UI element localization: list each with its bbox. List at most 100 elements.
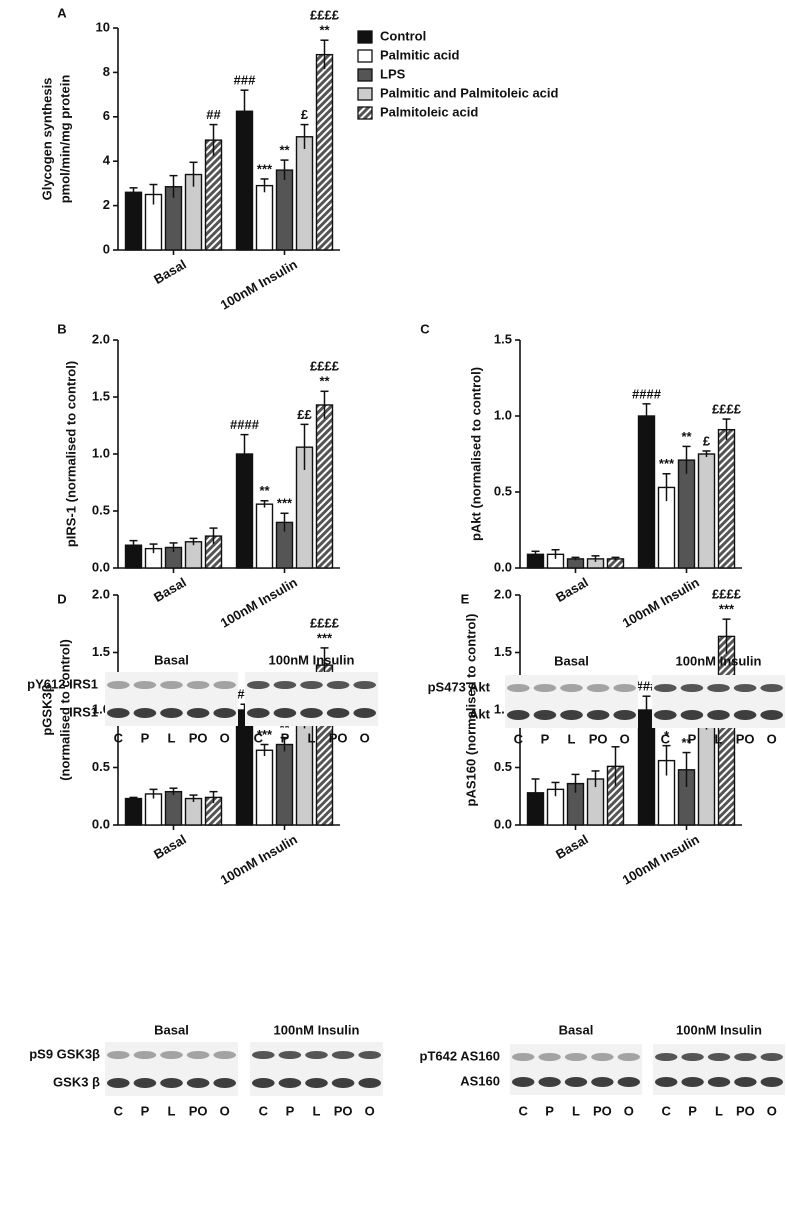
- blot-band: [186, 1051, 210, 1059]
- blot-row-label: pS9 GSK3β: [29, 1046, 100, 1061]
- panel-label: D: [57, 591, 66, 606]
- bar: [184, 797, 203, 826]
- blot-lane-label: PO: [189, 1103, 208, 1118]
- blot-lane-label: P: [545, 1103, 554, 1118]
- blot-lane-label: P: [688, 731, 697, 746]
- blot-band: [654, 684, 677, 692]
- error-bar: [209, 123, 218, 156]
- blot-band: [560, 710, 583, 720]
- error-bar: [722, 618, 731, 654]
- bar: [295, 136, 314, 251]
- blot-band: [512, 1077, 535, 1087]
- blot-lane-label: P: [141, 730, 150, 745]
- blot-lane-label: L: [313, 1103, 321, 1118]
- significance-label: *: [664, 728, 670, 743]
- legend-swatch: [357, 106, 373, 120]
- significance-label: ***: [257, 727, 273, 742]
- x-tick-label: Basal: [553, 832, 591, 862]
- bar: [255, 503, 274, 569]
- blot-lane-label: O: [220, 730, 230, 745]
- error-bar: [591, 555, 600, 562]
- blot-image: [510, 1044, 642, 1095]
- bar: [124, 797, 143, 826]
- blot-band: [613, 710, 636, 720]
- blot-lane-label: PO: [329, 730, 348, 745]
- blot-band: [186, 708, 210, 718]
- bar: [275, 743, 294, 826]
- y-axis-label: Glycogen synthesis: [39, 78, 54, 201]
- blot-band: [760, 1077, 783, 1087]
- blot-band: [680, 684, 704, 692]
- bar: [677, 459, 696, 569]
- blot-band: [617, 1077, 640, 1087]
- error-bar: [260, 499, 269, 508]
- bar: [697, 453, 716, 569]
- significance-label: ###: [234, 73, 256, 88]
- legend-swatch: [357, 68, 373, 82]
- bar: [255, 184, 274, 251]
- blot-band: [733, 684, 757, 692]
- blot-band: [160, 1051, 183, 1059]
- error-bar: [320, 390, 329, 419]
- blot-band: [273, 681, 297, 689]
- blot-lane-label: P: [688, 1103, 697, 1118]
- blot-lane-label: P: [286, 1103, 295, 1118]
- blot-band: [213, 681, 236, 689]
- y-tick-label: 2.0: [92, 331, 110, 346]
- error-bar: [240, 89, 249, 133]
- error-bar: [149, 183, 158, 205]
- error-bar: [611, 556, 620, 561]
- panel-label: A: [57, 5, 67, 20]
- significance-label: ####: [632, 386, 662, 401]
- error-bar: [189, 537, 198, 546]
- blot-row-label: pS473 Akt: [428, 679, 491, 694]
- error-bar: [169, 787, 178, 796]
- blot-band: [186, 681, 210, 689]
- blot-group-label: 100nM Insulin: [269, 652, 355, 667]
- significance-label: **: [681, 735, 692, 750]
- significance-label: ££££: [310, 8, 340, 23]
- blot-band: [586, 684, 610, 692]
- error-bar: [300, 123, 309, 149]
- bar: [164, 790, 183, 826]
- bar: [717, 428, 736, 569]
- blot-band: [133, 1051, 157, 1059]
- blot-lane-label: O: [767, 1103, 777, 1118]
- y-tick-label: 4: [103, 153, 111, 168]
- blot-lane-label: C: [662, 1103, 672, 1118]
- bar: [124, 191, 143, 251]
- blot-lane-label: PO: [736, 731, 755, 746]
- blot-band: [613, 684, 636, 692]
- blot-lane-label: P: [141, 1103, 150, 1118]
- blot-group-label: Basal: [154, 652, 189, 667]
- y-axis-label: pmol/min/mg protein: [57, 75, 72, 204]
- blot-band: [707, 1053, 731, 1061]
- y-tick-label: 1.5: [92, 388, 110, 403]
- blot-band: [326, 708, 350, 718]
- blot-band: [734, 1053, 757, 1061]
- bar: [315, 53, 334, 251]
- y-tick-label: 10: [96, 19, 110, 34]
- y-axis-label: pGSK3β: [39, 684, 54, 735]
- panel-label: C: [420, 321, 430, 336]
- significance-label: ***: [277, 496, 293, 511]
- y-axis-label: pIRS-1 (normalised to control): [63, 361, 78, 547]
- y-tick-label: 8: [103, 64, 110, 79]
- y-tick-label: 0: [103, 241, 110, 256]
- blot-band: [107, 1078, 130, 1088]
- blot-band: [760, 684, 783, 692]
- legend-label: Palmitic acid: [380, 47, 460, 62]
- blot-band: [681, 1077, 704, 1087]
- error-bar: [260, 743, 269, 756]
- blot-lane-label: PO: [189, 730, 208, 745]
- blot-band: [331, 1078, 355, 1088]
- significance-label: ££££: [310, 359, 340, 374]
- blot-group-label: Basal: [554, 653, 589, 668]
- x-tick-label: Basal: [553, 575, 591, 605]
- y-axis-label: pAkt (normalised to control): [468, 367, 483, 541]
- blot-image: [505, 675, 638, 728]
- blot-lane-label: O: [767, 731, 777, 746]
- significance-label: ##: [206, 107, 221, 122]
- blot-row-label: AS160: [460, 1073, 500, 1088]
- bar: [275, 169, 294, 251]
